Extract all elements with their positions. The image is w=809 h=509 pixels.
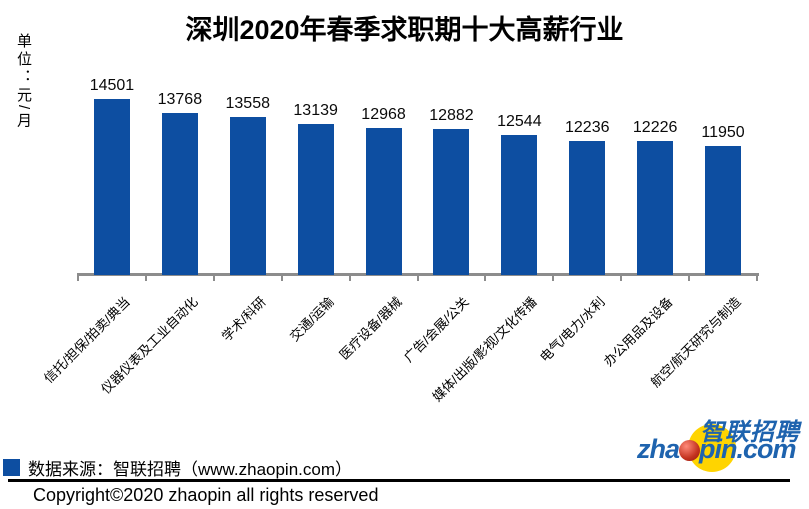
bar-value-label: 12226 bbox=[632, 119, 678, 136]
logo-red-ball-icon bbox=[679, 440, 700, 461]
axis-tick bbox=[552, 275, 555, 281]
bar-value-label: 12236 bbox=[565, 119, 610, 136]
bar bbox=[365, 128, 402, 275]
bar bbox=[501, 135, 538, 275]
legend: 数据来源：智联招聘（www.zhaopin.com） bbox=[3, 455, 352, 480]
bar bbox=[569, 141, 606, 275]
zhaopin-logo: 智联招聘 zha pin.com bbox=[610, 403, 809, 478]
axis-tick bbox=[280, 275, 283, 281]
axis-tick bbox=[620, 275, 623, 281]
bar bbox=[93, 99, 130, 275]
data-source-label: 数据来源：智联招聘（www.zhaopin.com） bbox=[28, 460, 353, 479]
bar-value-label: 11950 bbox=[701, 124, 745, 141]
bar bbox=[161, 113, 198, 275]
bar bbox=[297, 124, 334, 275]
logo-chinese-wordmark: 智联招聘 bbox=[700, 419, 800, 446]
chart-title: 深圳2020年春季求职期十大高薪行业 bbox=[185, 15, 624, 45]
bar-value-label: 12882 bbox=[429, 107, 474, 124]
bar bbox=[705, 146, 742, 275]
axis-tick bbox=[484, 275, 487, 281]
axis-tick bbox=[416, 275, 419, 281]
axis-tick bbox=[144, 275, 147, 281]
bar bbox=[637, 141, 674, 275]
x-axis-line bbox=[77, 273, 759, 276]
axis-tick bbox=[688, 275, 691, 281]
axis-tick bbox=[348, 275, 351, 281]
bar-value-label: 14501 bbox=[89, 77, 135, 94]
y-axis-unit-label: 单位：元/月 bbox=[15, 33, 32, 131]
axis-tick bbox=[212, 275, 215, 281]
copyright-text: Copyright©2020 zhaopin all rights reserv… bbox=[33, 485, 379, 505]
bar-value-label: 13558 bbox=[225, 95, 271, 112]
axis-tick bbox=[77, 275, 79, 281]
bar-value-label: 12544 bbox=[497, 113, 542, 130]
bar-value-label: 13768 bbox=[157, 91, 203, 108]
bar bbox=[229, 117, 266, 275]
footer-divider bbox=[8, 479, 790, 482]
bar bbox=[433, 129, 470, 275]
bar-value-label: 12968 bbox=[361, 106, 406, 123]
logo-url-text-right: pin.com bbox=[699, 434, 797, 464]
axis-tick bbox=[756, 275, 758, 281]
bar-value-label: 13139 bbox=[293, 102, 338, 119]
logo-url-text-left: zha bbox=[637, 434, 680, 464]
legend-color-swatch-icon bbox=[3, 459, 20, 476]
